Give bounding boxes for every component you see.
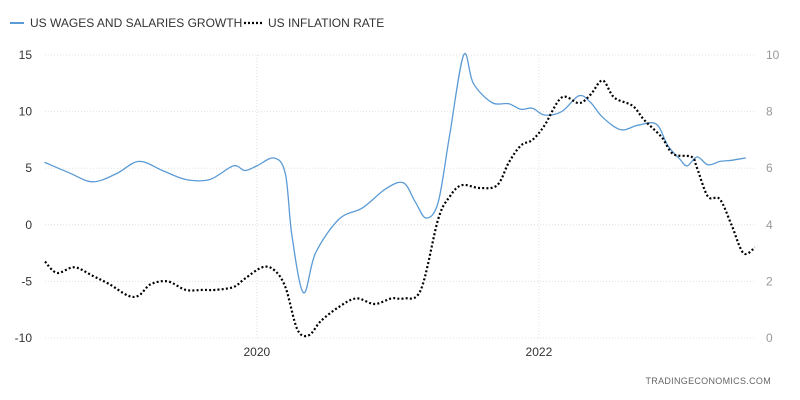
x-tick-label: 2022: [526, 345, 553, 359]
y-left-tick-label: -5: [21, 274, 32, 288]
y-left-tick-label: -10: [15, 331, 33, 345]
y-right-axis: 10 8 6 4 2 0: [766, 48, 780, 345]
y-right-tick-label: 6: [766, 161, 773, 175]
series-line-inflation: [44, 79, 756, 338]
y-right-tick-label: 0: [766, 331, 773, 345]
y-right-tick-label: 4: [766, 218, 773, 232]
legend-wages-label: US WAGES AND SALARIES GROWTH: [30, 16, 242, 30]
y-right-tick-label: 8: [766, 105, 773, 119]
y-right-tick-label: 10: [766, 48, 780, 62]
y-left-tick-label: 15: [19, 48, 33, 62]
y-right-tick-label: 2: [766, 274, 773, 288]
source-label: TRADINGECONOMICS.COM: [645, 376, 771, 386]
y-left-axis: 15 10 5 0 -5 -10: [15, 48, 33, 345]
legend: US WAGES AND SALARIES GROWTH US INFLATIO…: [10, 16, 384, 30]
series-line-wages: [44, 52, 747, 294]
y-left-tick-label: 5: [25, 161, 32, 175]
x-axis: 2020 2022: [243, 345, 552, 359]
legend-inflation-label: US INFLATION RATE: [268, 16, 384, 30]
x-tick-label: 2020: [243, 345, 270, 359]
y-left-tick-label: 10: [19, 105, 33, 119]
grid: [45, 54, 755, 339]
series-layer: [44, 52, 756, 338]
y-left-tick-label: 0: [25, 218, 32, 232]
